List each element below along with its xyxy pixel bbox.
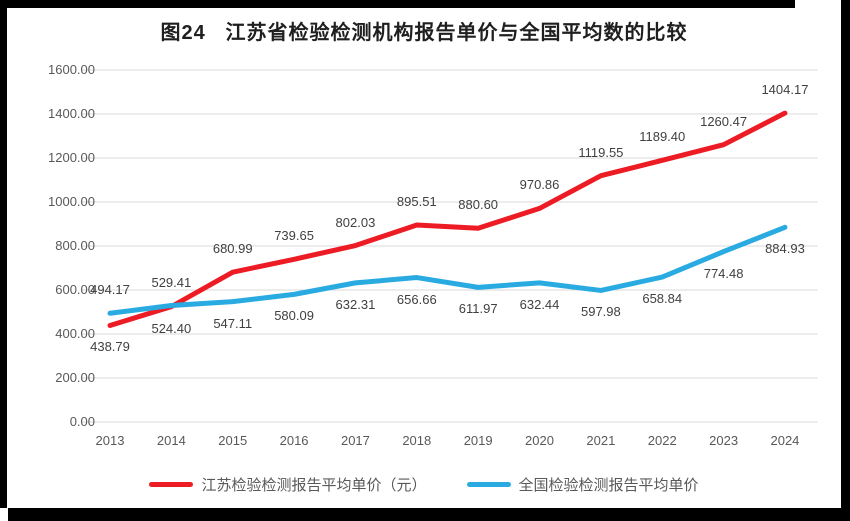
legend-line-swatch <box>466 481 511 487</box>
data-label-series0: 880.60 <box>458 197 499 213</box>
y-axis-tick-label: 400.00 <box>55 326 95 341</box>
y-axis-tick-label: 800.00 <box>55 238 95 253</box>
data-label-series0: 895.51 <box>396 193 437 209</box>
x-axis-tick-label: 2020 <box>525 433 554 448</box>
legend-item-1: 全国检验检测报告平均单价 <box>466 474 699 495</box>
data-label-series0: 1404.17 <box>761 82 809 98</box>
series-line-1 <box>107 224 788 316</box>
x-axis-tick-label: 2021 <box>586 433 616 448</box>
data-label-series0: 1189.40 <box>639 129 686 145</box>
data-label-series1: 611.97 <box>458 301 498 317</box>
data-label-series0: 438.79 <box>90 339 130 355</box>
data-label-series0: 739.65 <box>274 228 314 244</box>
y-axis-tick-label: 1200.00 <box>48 150 95 165</box>
data-label-series0: 970.86 <box>519 177 560 193</box>
frame-right-bar <box>841 0 850 521</box>
frame-top-bar <box>0 0 795 8</box>
data-label-series1: 580.09 <box>274 308 314 324</box>
data-label-series1: 774.48 <box>703 265 744 281</box>
x-axis-tick-label: 2017 <box>340 433 370 448</box>
data-label-series1: 632.31 <box>335 296 376 312</box>
y-axis-tick-label: 0.00 <box>69 414 95 429</box>
legend-item-0: 江苏检验检测报告平均单价（元） <box>149 474 427 495</box>
y-axis-tick-label: 1600.00 <box>48 62 95 77</box>
legend-label: 全国检验检测报告平均单价 <box>518 476 699 494</box>
chart-title: 图24 江苏省检验检测机构报告单价与全国平均数的比较 <box>160 22 688 44</box>
data-label-series1: 597.98 <box>580 304 621 320</box>
x-axis-tick-label: 2014 <box>156 433 186 448</box>
data-label-series1: 632.44 <box>519 296 560 312</box>
x-axis-tick-label: 2013 <box>95 433 125 448</box>
data-label-series0: 680.99 <box>212 241 253 257</box>
y-axis-tick-label: 600.00 <box>55 282 95 297</box>
data-label-series1: 884.93 <box>765 241 805 257</box>
x-axis-tick-label: 2024 <box>770 433 800 448</box>
x-axis-tick-label: 2018 <box>402 433 432 448</box>
series-line-0 <box>107 110 788 328</box>
legend-line-swatch <box>149 481 194 487</box>
data-label-series0: 1260.47 <box>700 113 748 129</box>
data-label-series0: 1119.55 <box>578 144 624 160</box>
x-axis-tick-label: 2015 <box>218 433 248 448</box>
data-label-series1: 658.84 <box>642 291 683 307</box>
data-label-series0: 524.40 <box>151 320 192 336</box>
frame-bottom-bar <box>8 508 850 521</box>
x-axis-tick-label: 2019 <box>463 433 493 448</box>
frame-left-bar <box>0 0 7 508</box>
data-label-series1: 547.11 <box>213 315 253 331</box>
data-label-series0: 802.03 <box>335 214 376 230</box>
data-label-series1: 529.41 <box>151 274 192 290</box>
data-label-series1: 656.66 <box>396 291 437 307</box>
y-axis-tick-label: 1000.00 <box>48 194 95 209</box>
legend: 江苏检验检测报告平均单价（元） 全国检验检测报告平均单价 <box>8 471 840 497</box>
data-label-series1: 494.17 <box>90 282 130 298</box>
y-axis-tick-label: 200.00 <box>55 370 95 385</box>
legend-label: 江苏检验检测报告平均单价（元） <box>201 476 427 494</box>
x-axis-tick-label: 2023 <box>709 433 739 448</box>
y-axis-tick-label: 1400.00 <box>48 106 95 121</box>
x-axis-tick-label: 2016 <box>279 433 309 448</box>
x-axis-tick-label: 2022 <box>647 433 677 448</box>
